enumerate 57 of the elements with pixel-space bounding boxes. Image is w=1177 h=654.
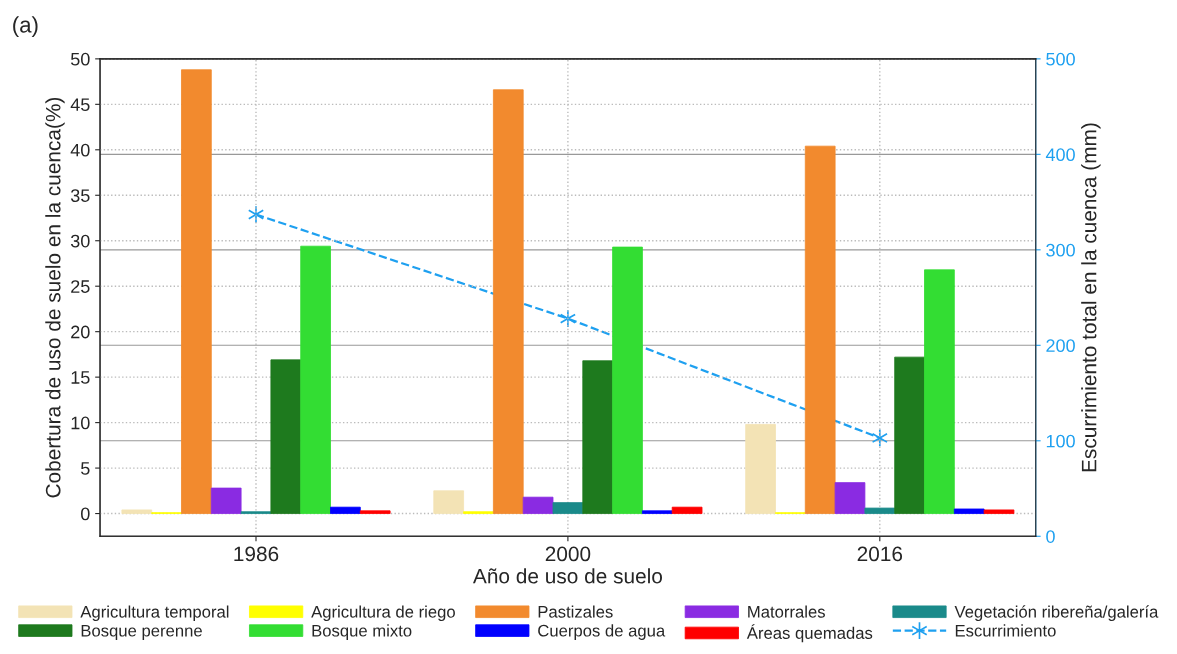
y-tick-label: 50: [70, 52, 90, 66]
bar: [671, 506, 703, 514]
bar: [582, 360, 614, 514]
bar: [210, 487, 242, 514]
y-tick-label: 35: [70, 189, 90, 202]
y-tick-label: 5: [81, 462, 90, 475]
bar: [804, 145, 836, 514]
bar: [864, 507, 896, 514]
y-tick-label: 10: [71, 416, 90, 430]
bar: [270, 359, 302, 514]
y2-axis-title: Escurrimiento total en la cuenca (mm): [1081, 123, 1101, 472]
bar: [300, 245, 331, 514]
legend-label: Agricultura temporal: [80, 605, 229, 622]
y-tick-label: 45: [70, 98, 90, 112]
y-tick-label: 0: [80, 507, 90, 521]
bar: [330, 506, 361, 514]
bar: [983, 509, 1015, 514]
bar: [522, 496, 554, 514]
y-axis-title: Cobertura de uso de suelo en la cuenca(%): [45, 97, 65, 498]
y2-tick-label: 400: [1045, 148, 1075, 162]
x-tick-label: 2016: [857, 546, 903, 562]
y-tick-label: 25: [71, 280, 90, 293]
y2-tick-label: 300: [1046, 243, 1075, 257]
legend-label: Bosque mixto: [312, 624, 412, 640]
y-tick-label: 40: [70, 143, 90, 157]
bar: [121, 509, 153, 514]
y2-tick-label: 100: [1046, 434, 1075, 448]
bar: [612, 246, 643, 514]
legend-label: Agricultura de riego: [311, 605, 455, 622]
legend-label: Vegetación ribereña/galería: [954, 605, 1159, 622]
bar: [953, 508, 985, 514]
bar: [181, 69, 212, 514]
x-tick-label: 2000: [545, 546, 591, 562]
legend-label: Matorrales: [748, 605, 825, 618]
y2-tick-label: 0: [1046, 530, 1055, 543]
bar: [641, 510, 673, 514]
x-tick-label: 1986: [234, 546, 279, 562]
bar: [924, 269, 955, 514]
bar: [433, 490, 465, 514]
bar: [745, 424, 776, 514]
y2-tick-label: 200: [1046, 339, 1075, 353]
y-tick-label: 15: [71, 371, 90, 384]
legend-label: Pastizales: [538, 605, 613, 618]
y-tick-label: 30: [70, 234, 90, 248]
x-axis-title: Año de uso de suelo: [472, 568, 663, 584]
bar: [894, 356, 925, 514]
legend-label: Áreas quemadas: [746, 624, 873, 643]
legend-label: Escurrimiento: [955, 624, 1056, 637]
y-tick-label: 20: [71, 325, 90, 339]
y2-tick-label: 500: [1046, 52, 1075, 66]
bar: [492, 89, 524, 514]
bar: [359, 510, 391, 514]
legend-label: Bosque perenne: [81, 624, 202, 640]
bar: [834, 482, 866, 514]
bar: [552, 502, 584, 514]
legend-label: Cuerpos de agua: [538, 624, 666, 640]
chart-title: (a): [13, 16, 38, 38]
